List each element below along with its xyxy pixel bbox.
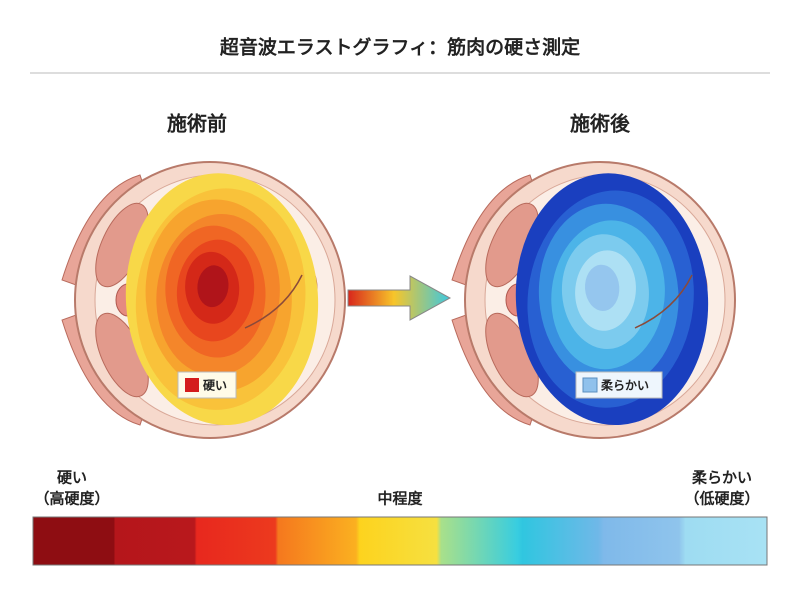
scale-label: 中程度 [377, 490, 423, 508]
legend-hard: 硬い [177, 371, 237, 399]
panel-label: 施術前 [167, 112, 227, 136]
legend-soft: 柔らかい [575, 371, 663, 399]
eyes [61, 161, 736, 439]
scale-label: （低硬度） [684, 490, 759, 508]
legend-swatch [582, 377, 598, 393]
contour [584, 264, 620, 311]
fiber [634, 274, 693, 329]
legend-swatch [185, 378, 199, 392]
contour [197, 265, 229, 308]
scale-label: 硬い [57, 469, 87, 487]
scale-label: 柔らかい [692, 469, 752, 487]
arrow [347, 275, 452, 321]
legend-label: 柔らかい [600, 378, 649, 393]
scale-label: （高硬度） [34, 490, 109, 508]
panel-label: 施術後 [570, 112, 631, 136]
legend-label: 硬い [203, 379, 227, 393]
title: 超音波エラストグラフィ：筋肉の硬さ測定 [219, 36, 580, 59]
fiber [244, 274, 303, 329]
color-scale [32, 516, 768, 566]
